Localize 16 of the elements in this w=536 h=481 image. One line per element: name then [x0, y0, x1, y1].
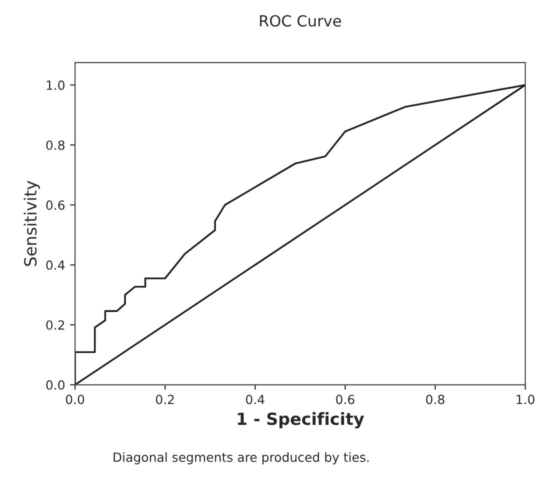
y-tick-label: 0.8 — [46, 140, 64, 150]
y-tick-label: 0.0 — [46, 380, 64, 390]
y-tick-label: 0.4 — [46, 260, 65, 270]
chart-title: ROC Curve — [260, 15, 341, 27]
x-axis-title: 1 - Specificity — [238, 412, 364, 428]
y-tick-label: 0.2 — [46, 320, 64, 330]
x-tick-label: 0.6 — [336, 394, 354, 404]
x-tick-label: 0.4 — [246, 394, 264, 404]
x-tick-label: 0.8 — [426, 394, 444, 404]
text: Diagonal segments are produced by ties. — [114, 452, 369, 464]
y-axis-title: Sensitivity — [24, 180, 40, 266]
x-tick-label: 0.0 — [66, 394, 84, 404]
y-tick-label: 1.0 — [46, 80, 64, 90]
x-tick-label: 0.2 — [156, 394, 174, 404]
x-tick-label: 1.0 — [516, 394, 534, 404]
y-tick-label: 0.6 — [46, 200, 65, 210]
